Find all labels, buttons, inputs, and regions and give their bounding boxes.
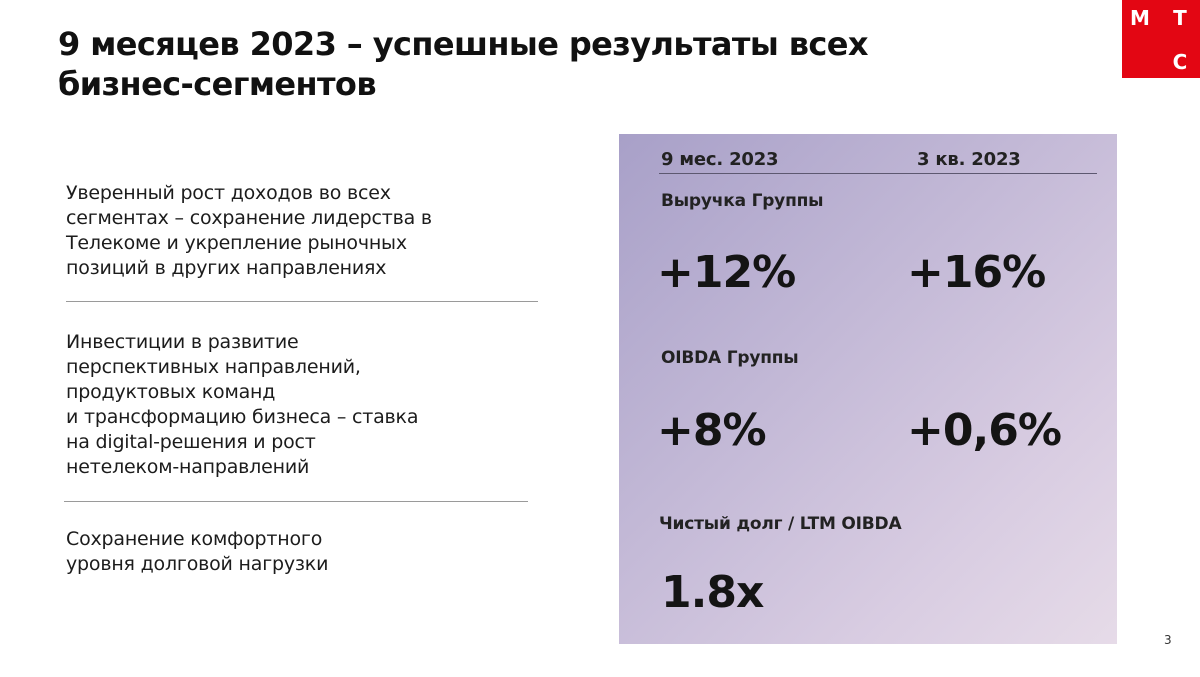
point-investments: Инвестиции в развитие перспективных напр…: [66, 331, 419, 478]
revenue-q3-value: +16%: [907, 247, 1046, 298]
metric-label-net-debt: Чистый долг / LTM OIBDA: [659, 514, 902, 534]
column-header-q3: 3 кв. 2023: [917, 149, 1021, 170]
results-panel: 9 мес. 2023 3 кв. 2023 Выручка Группы +1…: [619, 134, 1117, 644]
revenue-9m-value: +12%: [657, 247, 796, 298]
point-revenue-growth: Уверенный рост доходов во всех сегментах…: [66, 182, 432, 279]
slide-title: 9 месяцев 2023 – успешные результаты все…: [58, 25, 869, 103]
divider: [66, 301, 538, 302]
logo-letter-t: Т: [1173, 6, 1187, 30]
page-number: 3: [1164, 633, 1172, 647]
oibda-9m-value: +8%: [657, 405, 767, 456]
mts-logo: М Т С: [1122, 0, 1200, 78]
point-debt-load: Сохранение комфортного уровня долговой н…: [66, 528, 329, 575]
logo-letter-s: С: [1172, 50, 1188, 74]
metric-label-revenue: Выручка Группы: [661, 191, 824, 211]
divider: [64, 501, 528, 502]
column-header-9m: 9 мес. 2023: [661, 149, 779, 170]
net-debt-value: 1.8x: [661, 567, 764, 618]
panel-divider: [659, 173, 1097, 174]
oibda-q3-value: +0,6%: [907, 405, 1062, 456]
logo-letter-m: М: [1130, 6, 1150, 30]
metric-label-oibda: OIBDA Группы: [661, 348, 799, 368]
